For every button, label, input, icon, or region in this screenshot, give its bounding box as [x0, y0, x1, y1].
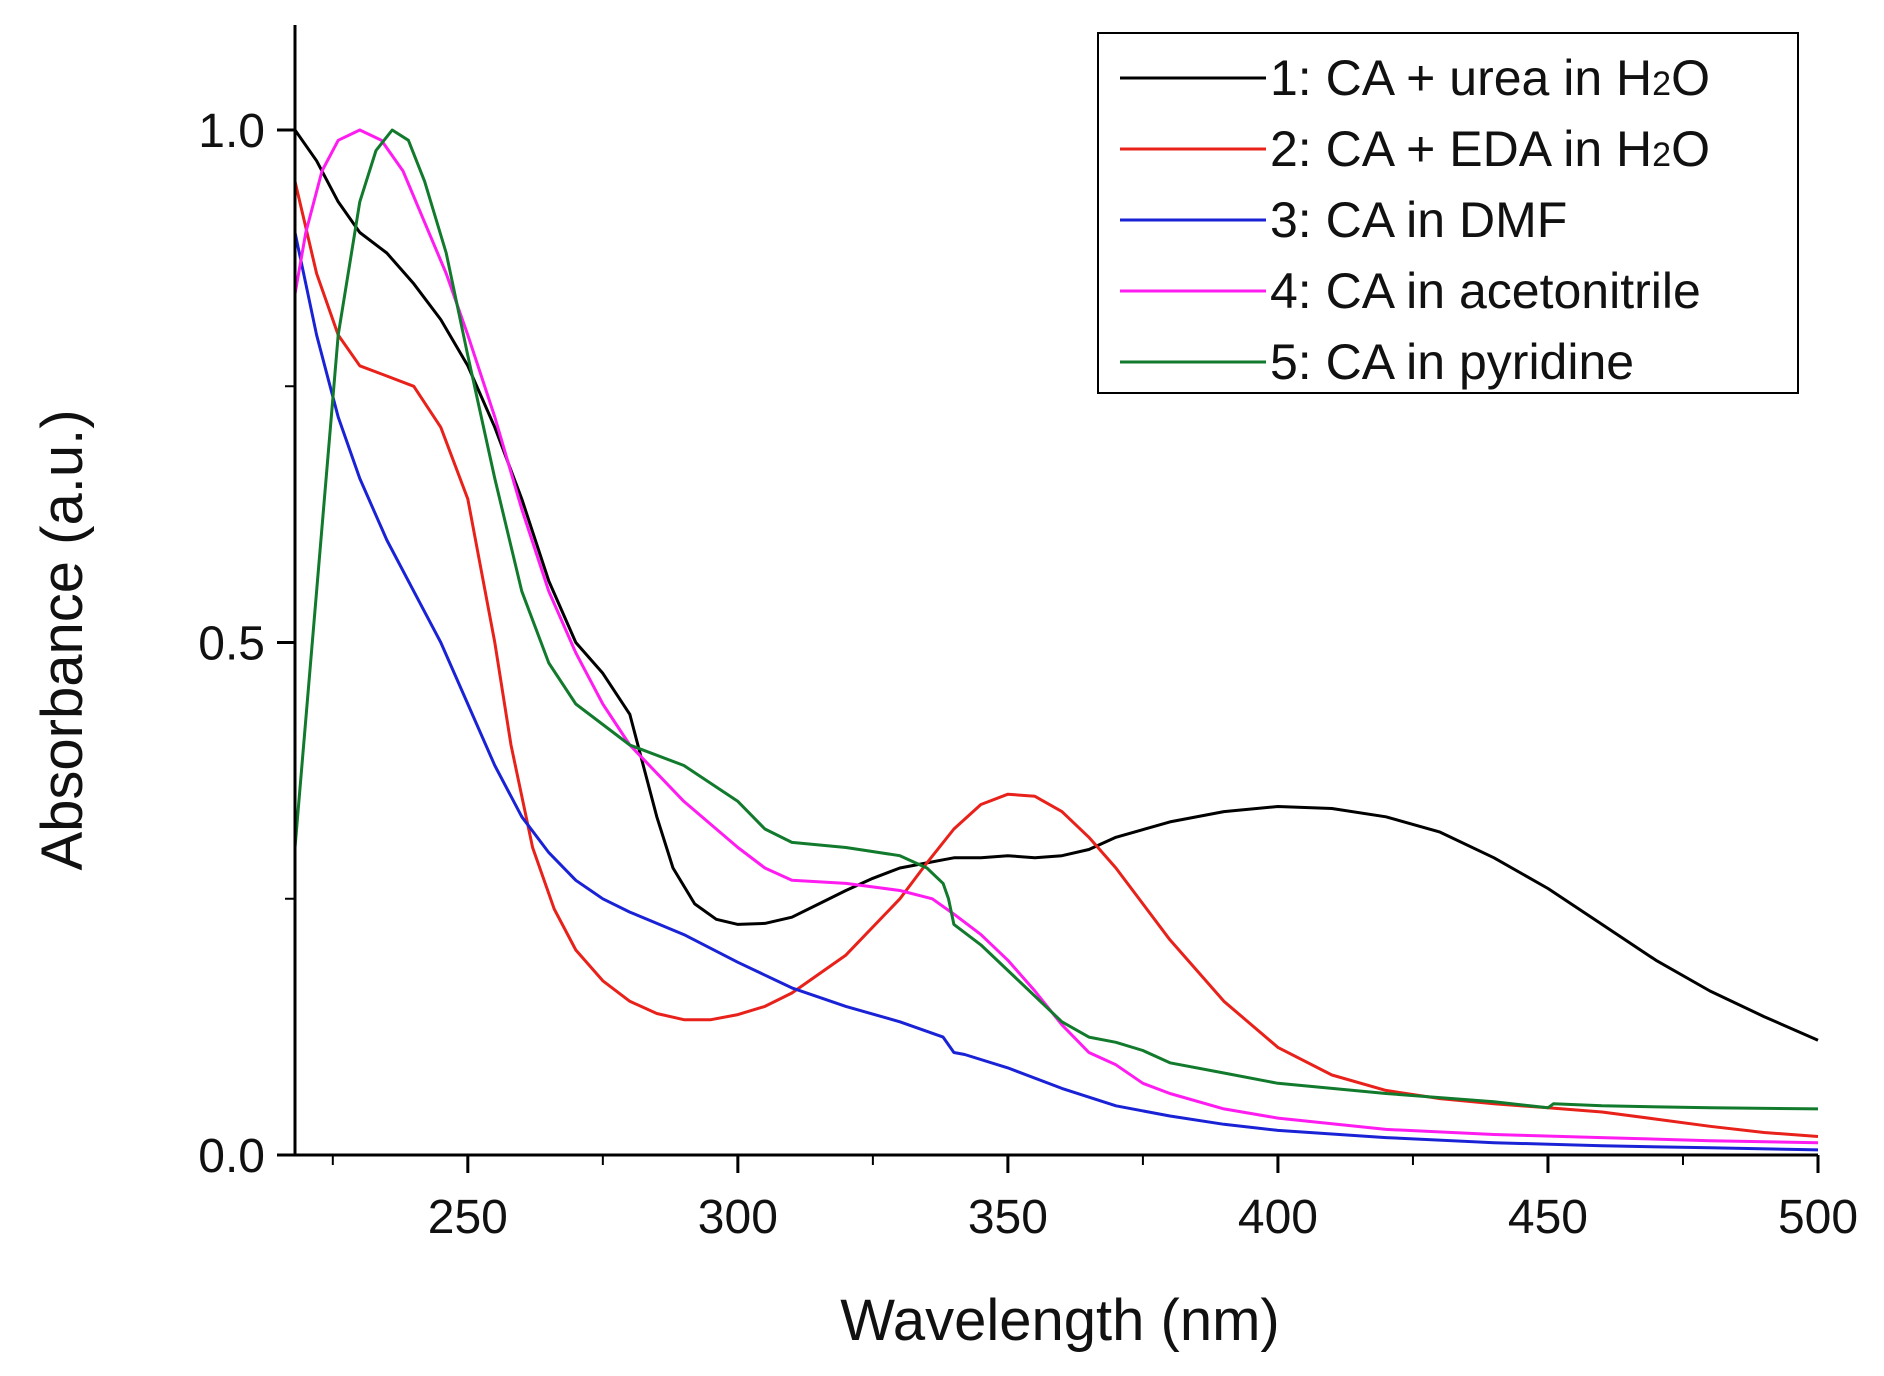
x-tick-label: 450: [1508, 1191, 1588, 1244]
legend-label-2: 2: CA + EDA in H2O: [1270, 121, 1710, 177]
x-tick-label: 250: [428, 1191, 508, 1244]
legend-label-suffix: O: [1671, 121, 1710, 177]
series-line-4: [293, 128, 1819, 1145]
legend-label-5: 5: CA in pyridine: [1270, 334, 1634, 390]
legend-label-main: 4: CA in acetonitrile: [1270, 263, 1701, 319]
legend-label-main: 5: CA in pyridine: [1270, 334, 1634, 390]
ticks-layer: 250 300 350 400 450 500 0.0 0.5 1.0: [198, 105, 1858, 1244]
y-tick-label: 1.0: [198, 105, 265, 158]
legend-label-suffix: O: [1671, 50, 1710, 106]
x-tick-label: 350: [968, 1191, 1048, 1244]
x-tick-label: 300: [698, 1191, 778, 1244]
x-tick-label: 500: [1778, 1191, 1858, 1244]
legend-label-subscript: 2: [1652, 136, 1671, 174]
legend-label-main: 2: CA + EDA in H: [1270, 121, 1652, 177]
legend-label-main: 1: CA + urea in H: [1270, 50, 1652, 106]
series-line-5: [293, 128, 1819, 1111]
legend-label-subscript: 2: [1652, 65, 1671, 103]
legend-label-1: 1: CA + urea in H2O: [1270, 50, 1710, 106]
series-line-3: [293, 232, 1819, 1152]
y-axis-title: Absorbance (a.u.): [30, 409, 95, 870]
axes-layer: [293, 25, 1818, 1157]
legend-label-3: 3: CA in DMF: [1270, 192, 1567, 248]
series-line-1: [293, 129, 1819, 1042]
series-layer: [293, 128, 1819, 1152]
legend-label-4: 4: CA in acetonitrile: [1270, 263, 1701, 319]
y-tick-label: 0.0: [198, 1130, 265, 1183]
x-tick-label: 400: [1238, 1191, 1318, 1244]
legend-box: [1097, 32, 1799, 394]
x-axis-title: Wavelength (nm): [840, 1288, 1279, 1353]
legend-label-main: 3: CA in DMF: [1270, 192, 1567, 248]
y-tick-label: 0.5: [198, 618, 265, 671]
